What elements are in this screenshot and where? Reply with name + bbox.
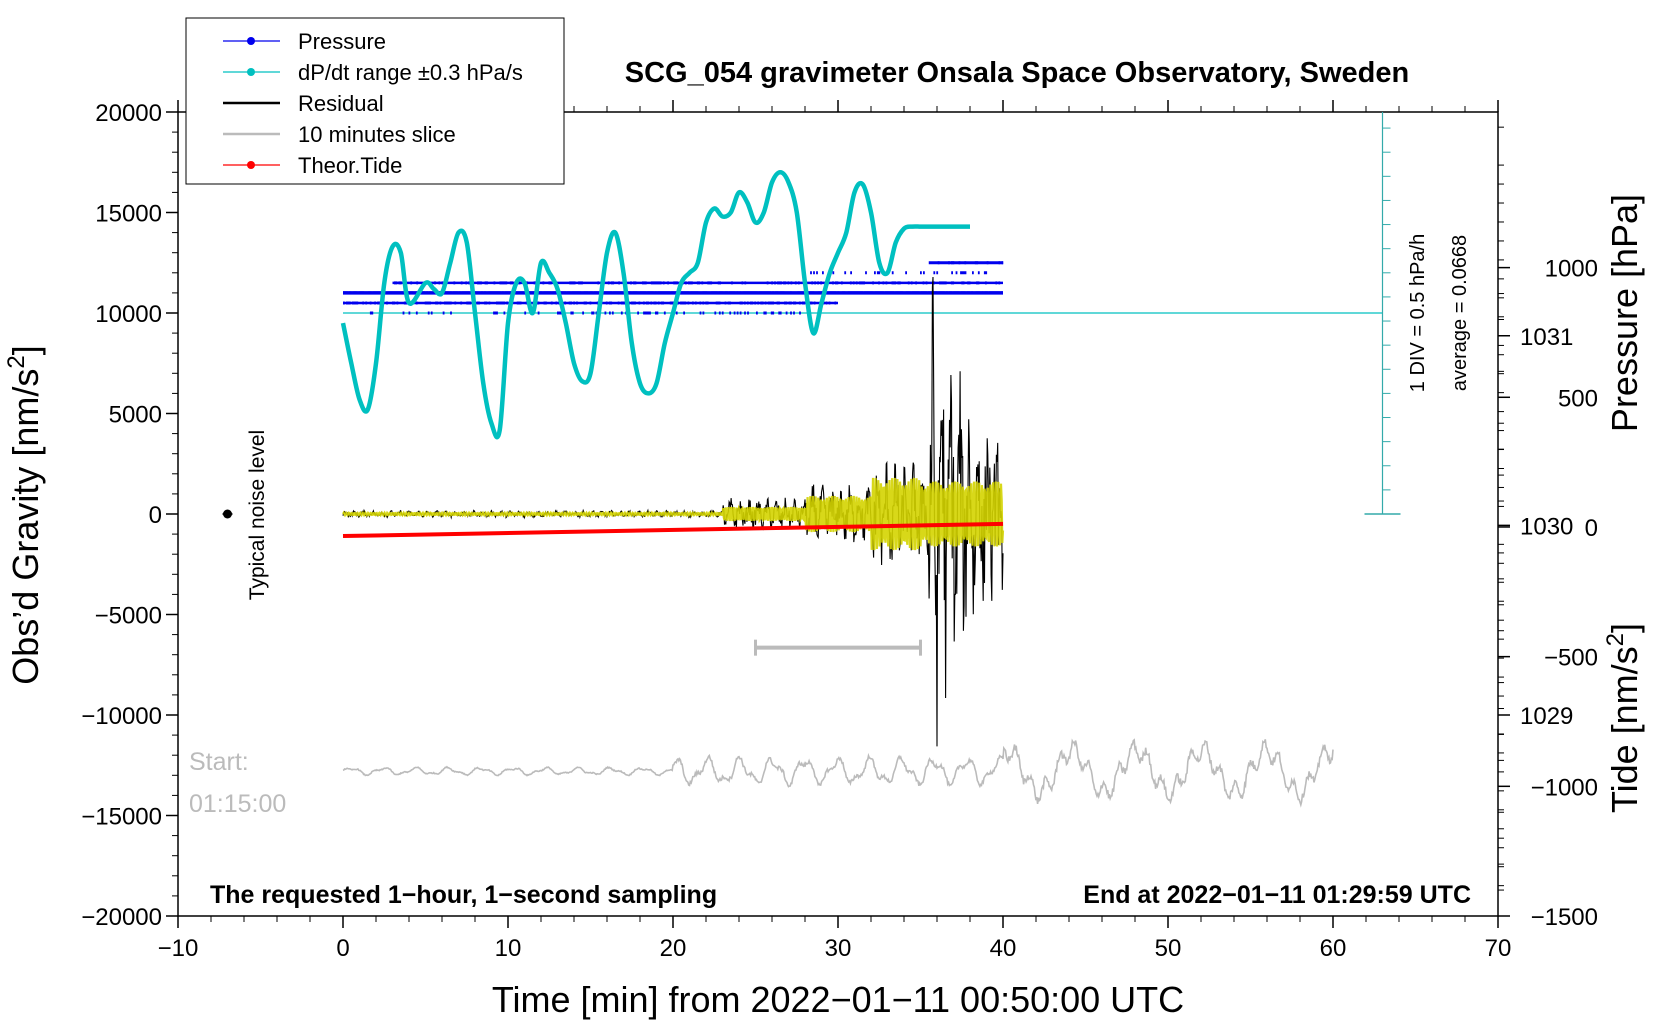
y-axis-tide-label-sup: 2	[1602, 633, 1629, 646]
y-axis-left-label-sup: 2	[3, 355, 30, 368]
legend-box	[185, 17, 565, 185]
x-tick-label: 0	[336, 935, 349, 962]
y-axis-left: 20000 15000 10000 5000 0 −5000 −10000 −15000 −20…	[81, 100, 178, 931]
pressure-tick-label: 1031	[1520, 324, 1573, 351]
residual-filtered-trace	[342, 477, 1005, 551]
x-tick-label: 30	[825, 935, 852, 962]
pressure-tick-label: 1030	[1520, 513, 1573, 540]
legend-label: Pressure	[298, 29, 386, 54]
y-axis-tide: 1000 500 0 −500 −1000 −1500	[1498, 256, 1598, 931]
x-tick-label: 60	[1320, 935, 1347, 962]
x-tick-label: 10	[495, 935, 522, 962]
y-axis-left-label-main: Obs’d Gravity [nm/s	[5, 369, 46, 685]
tide-tick-label: 0	[1585, 515, 1598, 542]
start-time: 01:15:00	[189, 790, 286, 818]
y-axis-left-label: Obs’d Gravity [nm/s2]	[3, 345, 46, 684]
chart-title: SCG_054 gravimeter Onsala Space Observat…	[625, 57, 1409, 89]
tide-curve	[342, 521, 1004, 539]
dpdt-curve	[340, 170, 970, 440]
x-tick-label: 20	[660, 935, 687, 962]
y-axis-tide-label: Tide [nm/s2]	[1602, 623, 1645, 813]
y-tick-label: −20000	[81, 904, 162, 931]
y-axis-tide-label-main: Tide [nm/s	[1604, 646, 1645, 813]
y-tick-label: 20000	[95, 100, 162, 127]
x-tick-label: 70	[1485, 935, 1512, 962]
footer-left: The requested 1−hour, 1−second sampling	[210, 881, 717, 909]
y-tick-label: 15000	[95, 201, 162, 228]
y-tick-label: −10000	[81, 703, 162, 730]
tide-tick-label: 500	[1558, 385, 1598, 412]
start-label: Start:	[189, 748, 249, 776]
tide-tick-label: −1000	[1531, 774, 1598, 801]
legend-label: Theor.Tide	[298, 153, 402, 178]
y-tick-label: −5000	[95, 603, 162, 630]
y-axis-pressure-label: Pressure [hPa]	[1604, 194, 1645, 432]
legend-label: 10 minutes slice	[298, 122, 456, 147]
y-tick-label: 5000	[109, 402, 162, 429]
legend-marker	[247, 37, 255, 45]
x-tick-label: 50	[1155, 935, 1182, 962]
y-tick-label: 10000	[95, 301, 162, 328]
tide-tick-label: −1500	[1531, 904, 1598, 931]
noise-level-label: Typical noise level	[246, 430, 269, 600]
x-axis-label: Time [min] from 2022−01−11 00:50:00 UTC	[492, 979, 1184, 1020]
y-tick-label: 0	[149, 502, 162, 529]
y-axis-pressure: 1031 1030 1029	[1498, 126, 1573, 887]
legend-marker	[247, 161, 255, 169]
pressure-tick-label: 1029	[1520, 703, 1573, 730]
x-tick-label: 40	[990, 935, 1017, 962]
legend-label: Residual	[298, 91, 384, 116]
y-tick-label: −15000	[81, 804, 162, 831]
y-axis-left-label-close: ]	[5, 345, 46, 355]
x-tick-label: −10	[158, 935, 199, 962]
scale-bar-label: 1 DIV = 0.5 hPa/h	[1407, 234, 1429, 392]
slice-trace	[342, 738, 1334, 808]
legend: Pressure dP/dt range ±0.3 hPa/s Residual 10…	[185, 17, 565, 185]
tide-tick-label: 1000	[1545, 256, 1598, 283]
tide-tick-label: −500	[1544, 645, 1598, 672]
y-axis-tide-label-close: ]	[1604, 623, 1645, 633]
footer-right: End at 2022−01−11 01:29:59 UTC	[1083, 881, 1471, 909]
legend-marker	[247, 68, 255, 76]
legend-label: dP/dt range ±0.3 hPa/s	[298, 60, 523, 85]
average-label: average = 0.0668	[1449, 235, 1471, 391]
